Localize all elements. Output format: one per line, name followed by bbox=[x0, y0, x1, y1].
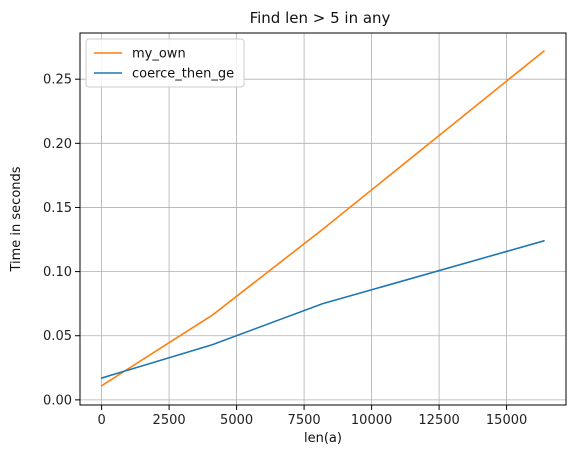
y-tick-label: 0.05 bbox=[43, 329, 72, 344]
x-axis-label: len(a) bbox=[304, 431, 342, 446]
y-tick-label: 0.15 bbox=[43, 201, 72, 216]
series-line-coerce-then-ge bbox=[100, 240, 545, 379]
legend-label-my-own: my_own bbox=[132, 47, 186, 62]
x-tick-label: 7500 bbox=[288, 413, 321, 428]
legend: my_own coerce_then_ge bbox=[85, 38, 245, 88]
x-tick-label: 10000 bbox=[351, 413, 392, 428]
y-tick-label: 0.20 bbox=[43, 137, 72, 152]
series-line-my-own bbox=[100, 50, 545, 387]
grid-lines bbox=[80, 33, 566, 405]
series-lines bbox=[100, 50, 545, 387]
chart-title: Find len > 5 in any bbox=[250, 9, 391, 27]
x-tick-label: 2500 bbox=[153, 413, 186, 428]
legend-box bbox=[85, 38, 245, 88]
y-axis-label: Time in seconds bbox=[9, 166, 24, 272]
x-tick-label: 12500 bbox=[418, 413, 459, 428]
legend-label-coerce-then-ge: coerce_then_ge bbox=[132, 67, 234, 82]
y-tick-label: 0.25 bbox=[43, 73, 72, 88]
axis-ticks: 0 2500 5000 7500 10000 12500 15000 0.00 0.05 0.10… bbox=[43, 73, 527, 428]
plot-area-frame bbox=[79, 32, 567, 406]
y-tick-label: 0.00 bbox=[43, 393, 72, 408]
x-tick-label: 0 bbox=[97, 413, 105, 428]
x-tick-label: 15000 bbox=[486, 413, 527, 428]
x-tick-label: 5000 bbox=[220, 413, 253, 428]
y-tick-label: 0.10 bbox=[43, 265, 72, 280]
